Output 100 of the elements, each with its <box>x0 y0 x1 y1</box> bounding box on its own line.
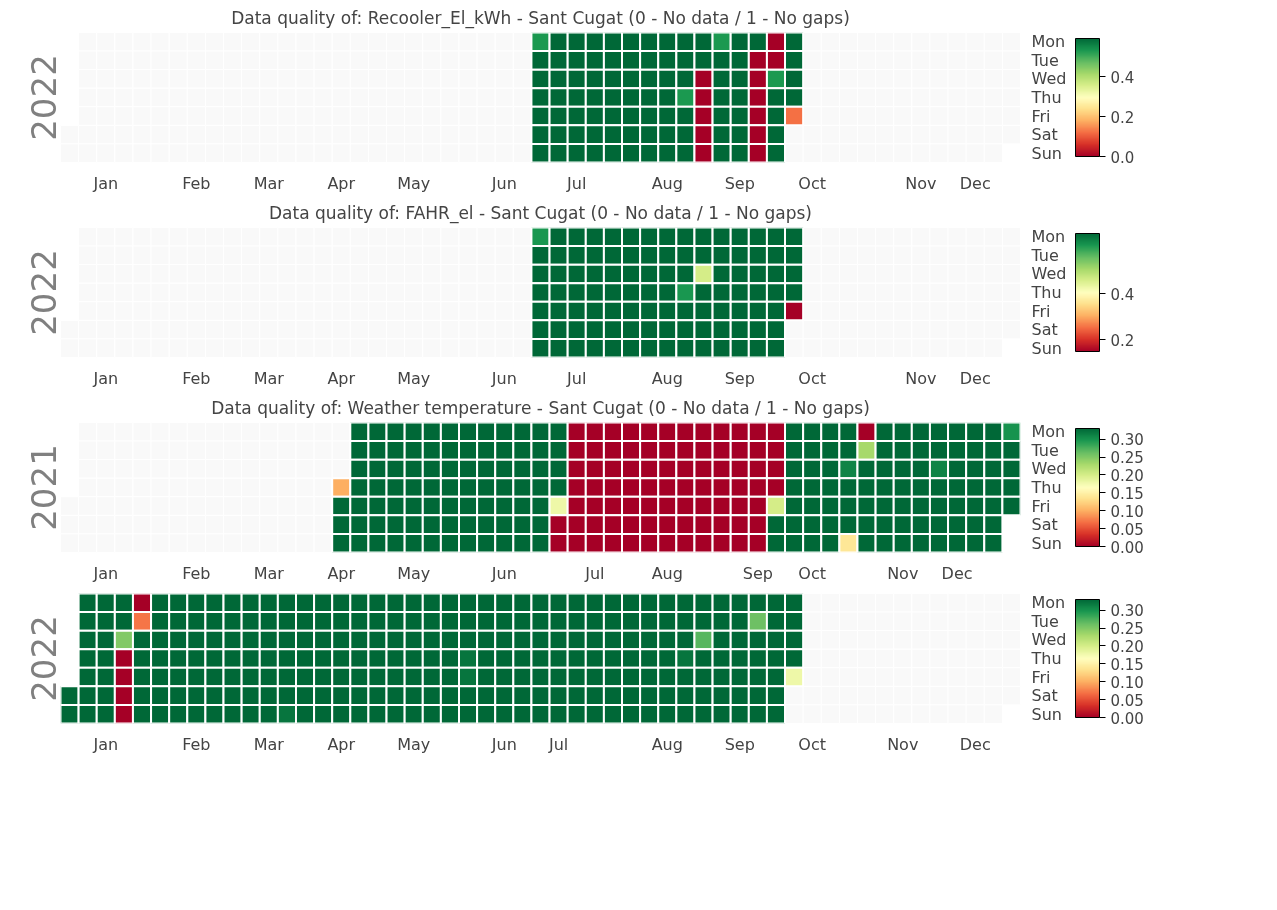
y-tick-label: Wed <box>1031 69 1067 89</box>
x-tick-label: Aug <box>651 368 683 388</box>
x-tick-label: Apr <box>327 563 356 583</box>
x-tick-label: Jul <box>566 368 587 388</box>
color-bar-label: 0.10 <box>1110 502 1144 521</box>
color-bar-label: 0.4 <box>1110 68 1135 87</box>
x-tick-label: Jan <box>92 368 119 388</box>
x-tick-label: Dec <box>959 173 991 193</box>
x-tick-label: Feb <box>182 173 211 193</box>
y-tick-label: Fri <box>1031 496 1051 516</box>
y-axis-title: 2021 <box>23 444 64 531</box>
y-tick-label: Sun <box>1031 533 1062 553</box>
color-bar-label: 0.00 <box>1110 709 1144 728</box>
chart-title: Data quality of: Weather temperature - Sant Cugat (0 - No data / 1 - No gaps) <box>211 397 870 418</box>
x-tick-label: Nov <box>887 563 919 583</box>
x-tick-label: Aug <box>651 563 683 583</box>
y-tick-label: Tue <box>1030 611 1059 631</box>
x-tick-label: Sep <box>724 734 755 754</box>
y-tick-label: Sat <box>1031 515 1058 535</box>
x-tick-label: Jan <box>92 563 119 583</box>
x-tick-label: Jun <box>490 173 517 193</box>
y-tick-label: Wed <box>1031 630 1067 650</box>
x-tick-label: Jun <box>490 368 517 388</box>
x-tick-label: Dec <box>959 368 991 388</box>
x-tick-label: Sep <box>742 563 773 583</box>
color-bar-label: 0.2 <box>1110 331 1135 350</box>
color-bar-label: 0.0 <box>1110 148 1135 167</box>
y-tick-label: Thu <box>1030 478 1062 497</box>
chart-title: Data quality of: Recooler_El_kWh - Sant Cugat (0 - No data / 1 - No gaps) <box>231 7 850 29</box>
x-tick-label: Jul <box>547 734 569 754</box>
x-tick-label: Aug <box>651 734 683 754</box>
y-tick-label: Wed <box>1031 264 1067 284</box>
x-tick-label: Dec <box>941 563 973 583</box>
x-tick-label: Jan <box>92 734 119 754</box>
x-tick-label: May <box>397 368 431 388</box>
x-tick-label: Mar <box>253 734 285 754</box>
color-bar-label: 0.05 <box>1110 691 1144 710</box>
y-tick-label: Sun <box>1031 143 1062 163</box>
color-bar-label: 0.15 <box>1110 655 1144 674</box>
color-bar-label: 0.4 <box>1110 285 1135 304</box>
color-bar-label: 0.20 <box>1110 466 1144 485</box>
y-tick-label: Tue <box>1030 50 1059 70</box>
x-tick-label: May <box>397 173 431 193</box>
x-tick-label: Apr <box>327 734 356 754</box>
y-tick-label: Tue <box>1030 440 1059 460</box>
y-tick-label: Fri <box>1031 301 1051 321</box>
y-tick-label: Mon <box>1031 227 1066 247</box>
y-tick-label: Mon <box>1031 593 1066 613</box>
x-tick-label: Jun <box>490 563 517 583</box>
y-tick-label: Fri <box>1031 667 1051 687</box>
y-tick-label: Sat <box>1031 686 1058 706</box>
y-tick-label: Thu <box>1030 283 1062 302</box>
x-tick-label: Oct <box>798 368 827 388</box>
x-tick-label: Mar <box>253 368 285 388</box>
color-bar-label: 0.30 <box>1110 602 1144 621</box>
color-bar-label: 0.15 <box>1110 484 1144 503</box>
y-axis-title: 2022 <box>23 615 64 702</box>
x-tick-label: Nov <box>887 734 919 754</box>
y-tick-label: Sun <box>1031 704 1062 724</box>
x-tick-label: Apr <box>327 368 356 388</box>
color-bar-label: 0.25 <box>1110 449 1144 468</box>
y-tick-label: Mon <box>1031 32 1066 52</box>
x-tick-label: Jul <box>566 173 587 193</box>
y-tick-label: Tue <box>1030 245 1059 265</box>
x-tick-label: May <box>397 734 431 754</box>
y-tick-label: Wed <box>1031 459 1067 479</box>
color-bar-label: 0.20 <box>1110 637 1144 656</box>
y-axis-title: 2022 <box>23 249 64 336</box>
x-tick-label: Jul <box>584 563 605 583</box>
color-bar-label: 0.05 <box>1110 520 1144 539</box>
y-tick-label: Thu <box>1030 649 1062 668</box>
x-tick-label: May <box>397 563 431 583</box>
x-tick-label: Dec <box>959 734 991 754</box>
y-axis-title: 2022 <box>23 54 64 141</box>
x-tick-label: Jun <box>490 734 517 754</box>
y-tick-label: Mon <box>1031 422 1066 442</box>
color-bar-label: 0.30 <box>1110 431 1144 450</box>
x-tick-label: Mar <box>253 173 285 193</box>
color-bar-label: 0.00 <box>1110 538 1144 557</box>
x-tick-label: Nov <box>905 368 937 388</box>
color-bar-label: 0.2 <box>1110 108 1135 127</box>
x-tick-label: Mar <box>253 563 285 583</box>
x-tick-label: Apr <box>327 173 356 193</box>
y-tick-label: Sat <box>1031 320 1058 340</box>
x-tick-label: Sep <box>724 368 755 388</box>
x-tick-label: Aug <box>651 173 683 193</box>
x-tick-label: Oct <box>798 563 827 583</box>
y-tick-label: Fri <box>1031 106 1051 126</box>
x-tick-label: Oct <box>798 173 827 193</box>
x-tick-label: Oct <box>798 734 827 754</box>
x-tick-label: Feb <box>182 563 211 583</box>
color-bar-label: 0.25 <box>1110 620 1144 639</box>
y-tick-label: Sun <box>1031 338 1062 358</box>
x-tick-label: Feb <box>182 368 211 388</box>
y-tick-label: Thu <box>1030 88 1062 107</box>
color-bar-label: 0.10 <box>1110 673 1144 692</box>
x-tick-label: Sep <box>724 173 755 193</box>
chart-title: Data quality of: FAHR_el - Sant Cugat (0 - No data / 1 - No gaps) <box>268 202 813 224</box>
y-tick-label: Sat <box>1031 125 1058 145</box>
x-tick-label: Jan <box>92 173 119 193</box>
